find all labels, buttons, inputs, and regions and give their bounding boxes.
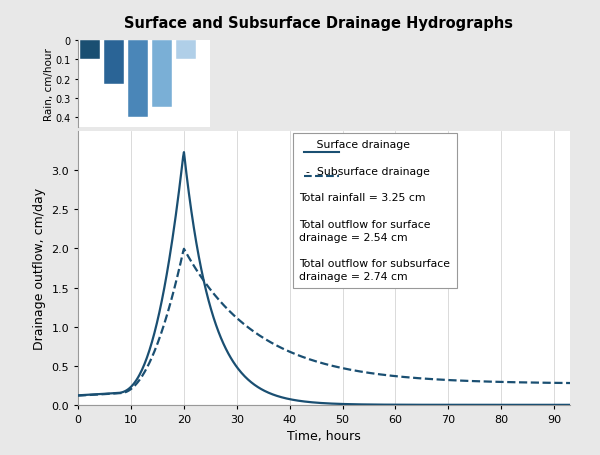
Bar bbox=[176, 41, 196, 60]
Bar bbox=[80, 41, 100, 60]
Bar bbox=[104, 41, 124, 85]
X-axis label: Time, hours: Time, hours bbox=[287, 430, 361, 442]
Bar bbox=[152, 41, 172, 108]
Y-axis label: Rain, cm/hour: Rain, cm/hour bbox=[44, 48, 53, 121]
Text: Surface drainage

  -  Subsurface drainage

Total rainfall = 3.25 cm

Total outf: Surface drainage - Subsurface drainage T… bbox=[299, 140, 451, 282]
Text: Surface and Subsurface Drainage Hydrographs: Surface and Subsurface Drainage Hydrogra… bbox=[124, 16, 512, 31]
Bar bbox=[128, 41, 148, 118]
Y-axis label: Drainage outflow, cm/day: Drainage outflow, cm/day bbox=[32, 187, 46, 349]
